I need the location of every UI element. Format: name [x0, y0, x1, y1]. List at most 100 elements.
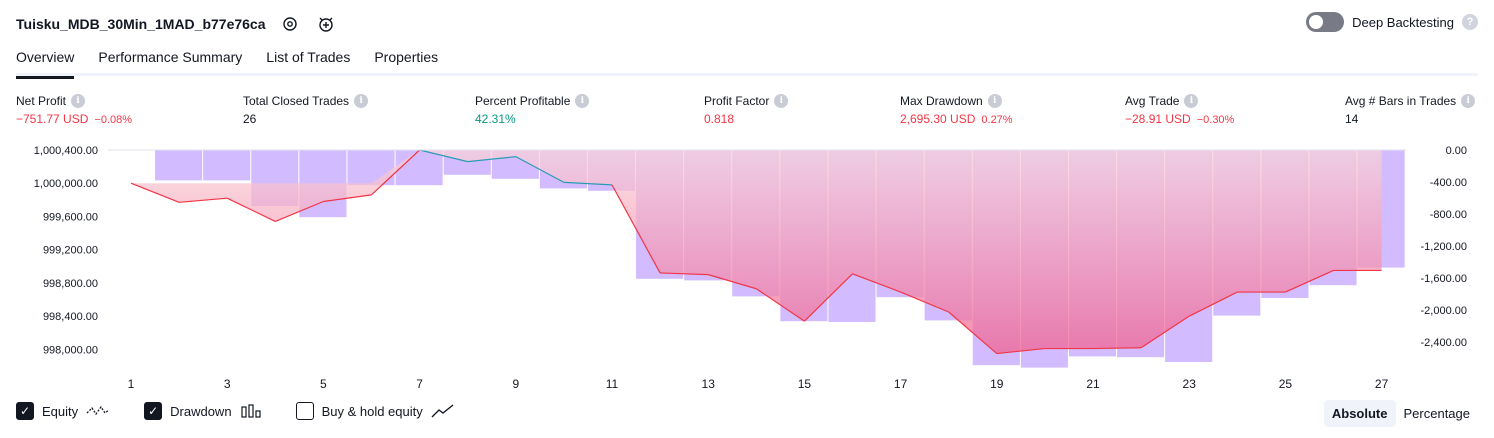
info-icon[interactable]: i: [71, 94, 86, 108]
tab-properties[interactable]: Properties: [374, 49, 439, 65]
chart-legend: ✓ Equity ✓ Drawdown Buy & hold equity: [16, 402, 489, 420]
x-axis-tick-label: 17: [894, 377, 908, 391]
x-axis-tick-label: 7: [416, 377, 423, 391]
info-icon[interactable]: i: [575, 94, 590, 108]
right-axis-tick-label: -1,600.00: [1421, 273, 1467, 285]
equity-point[interactable]: [1332, 269, 1335, 272]
equity-point[interactable]: [995, 352, 998, 355]
metric-value: −751.77 USD: [16, 112, 89, 126]
x-axis-tick-label: 21: [1086, 377, 1100, 391]
question-icon[interactable]: ?: [1462, 14, 1478, 30]
equity-point[interactable]: [370, 193, 373, 196]
equity-line-segment: [900, 291, 949, 313]
equity-point[interactable]: [851, 272, 854, 275]
metric-value: 14: [1345, 112, 1359, 126]
legend-label: Buy & hold equity: [321, 403, 423, 419]
drawdown-bar[interactable]: [155, 150, 203, 181]
equity-checkbox[interactable]: ✓: [16, 402, 34, 420]
equity-line-segment: [852, 273, 901, 293]
equity-point[interactable]: [1188, 315, 1191, 318]
legend-equity[interactable]: ✓ Equity: [16, 402, 110, 420]
left-axis-tick-label: 998,000.00: [43, 344, 98, 356]
equity-point[interactable]: [1284, 290, 1287, 293]
alarm-plus-icon[interactable]: [314, 12, 338, 36]
x-axis-tick-label: 19: [990, 377, 1004, 391]
equity-point[interactable]: [610, 183, 613, 186]
equity-point[interactable]: [562, 181, 565, 184]
right-axis-tick-label: -400.00: [1430, 177, 1467, 189]
left-axis-tick-label: 1,000,400.00: [34, 145, 98, 157]
x-axis-tick-label: 1: [128, 377, 135, 391]
left-axis-tick-label: 998,400.00: [43, 311, 98, 323]
equity-point[interactable]: [803, 320, 806, 323]
equity-line-segment: [660, 272, 709, 276]
metric-net-profit: Net Profit i −751.77 USD −0.08%: [16, 94, 132, 126]
equity-drawdown-area: [131, 150, 1382, 354]
equity-line-segment: [611, 184, 661, 274]
equity-line-segment: [1140, 315, 1190, 349]
equity-point[interactable]: [178, 201, 181, 204]
tab-performance-summary[interactable]: Performance Summary: [98, 49, 243, 65]
left-axis-tick-label: 999,200.00: [43, 245, 98, 257]
absolute-button[interactable]: Absolute: [1323, 400, 1396, 427]
right-axis-tick-label: -2,400.00: [1421, 337, 1467, 349]
gear-icon[interactable]: [278, 12, 302, 36]
equity-point[interactable]: [226, 197, 229, 200]
percentage-button[interactable]: Percentage: [1403, 406, 1471, 421]
info-icon[interactable]: i: [987, 94, 1002, 108]
equity-line-segment: [803, 273, 853, 322]
info-icon[interactable]: i: [1184, 94, 1199, 108]
left-axis-tick-label: 1,000,000.00: [34, 178, 98, 190]
legend-buy-hold[interactable]: Buy & hold equity: [295, 402, 455, 420]
right-axis-tick-label: 0.00: [1446, 145, 1467, 157]
equity-point[interactable]: [1091, 347, 1094, 350]
x-axis-tick-label: 27: [1375, 377, 1389, 391]
tab-list-of-trades[interactable]: List of Trades: [266, 49, 351, 65]
equity-line-segment: [563, 181, 613, 186]
x-axis-tick-label: 23: [1183, 377, 1197, 391]
equity-point[interactable]: [1043, 347, 1046, 350]
x-axis-tick-label: 3: [224, 377, 231, 391]
view-mode-toggle: Absolute Percentage: [1323, 400, 1478, 427]
equity-point[interactable]: [755, 287, 758, 290]
metric-profit-factor: Profit Factor i 0.818: [704, 94, 789, 126]
equity-point[interactable]: [1140, 346, 1143, 349]
metric-value: 0.818: [704, 112, 735, 126]
equity-point[interactable]: [514, 155, 517, 158]
tab-overview[interactable]: Overview: [16, 44, 75, 79]
info-icon[interactable]: i: [1461, 94, 1476, 108]
drawdown-checkbox[interactable]: ✓: [144, 402, 163, 420]
metric-label: Avg Trade: [1125, 94, 1180, 108]
metric-value: 26: [243, 112, 257, 126]
bars-icon: [240, 404, 261, 418]
right-axis-tick-label: -2,000.00: [1421, 305, 1467, 317]
metric-avg-bars: Avg # Bars in Trades i 14: [1345, 94, 1476, 126]
x-axis-tick-label: 5: [320, 377, 327, 391]
info-icon[interactable]: i: [354, 94, 369, 108]
equity-point[interactable]: [129, 182, 132, 185]
equity-point[interactable]: [274, 220, 277, 223]
equity-point[interactable]: [1236, 290, 1239, 293]
info-icon[interactable]: i: [774, 94, 789, 108]
equity-point[interactable]: [899, 290, 902, 293]
buy-hold-checkbox[interactable]: [295, 402, 314, 420]
equity-point[interactable]: [659, 271, 662, 274]
drawdown-bar[interactable]: [203, 150, 251, 181]
trend-line-icon: [431, 404, 454, 418]
equity-line-segment: [1092, 347, 1142, 350]
equity-drawdown-chart[interactable]: 1,000,400.00 1,000,000.00 999,600.00 999,20…: [0, 140, 1494, 396]
legend-drawdown[interactable]: ✓ Drawdown: [144, 402, 261, 420]
metric-label: Max Drawdown: [900, 94, 983, 108]
equity-line-segment: [467, 156, 516, 163]
equity-point[interactable]: [466, 160, 469, 163]
deep-backtesting-toggle[interactable]: [1306, 12, 1345, 32]
equity-point[interactable]: [707, 273, 710, 276]
drawdown-bar[interactable]: [395, 150, 443, 186]
equity-point[interactable]: [947, 310, 950, 313]
equity-line-segment: [1188, 291, 1238, 317]
right-axis-tick-label: -1,200.00: [1421, 241, 1467, 253]
equity-point[interactable]: [1380, 269, 1383, 272]
equity-line-segment: [323, 194, 372, 203]
equity-point[interactable]: [322, 200, 325, 203]
equity-line-segment: [996, 347, 1045, 355]
